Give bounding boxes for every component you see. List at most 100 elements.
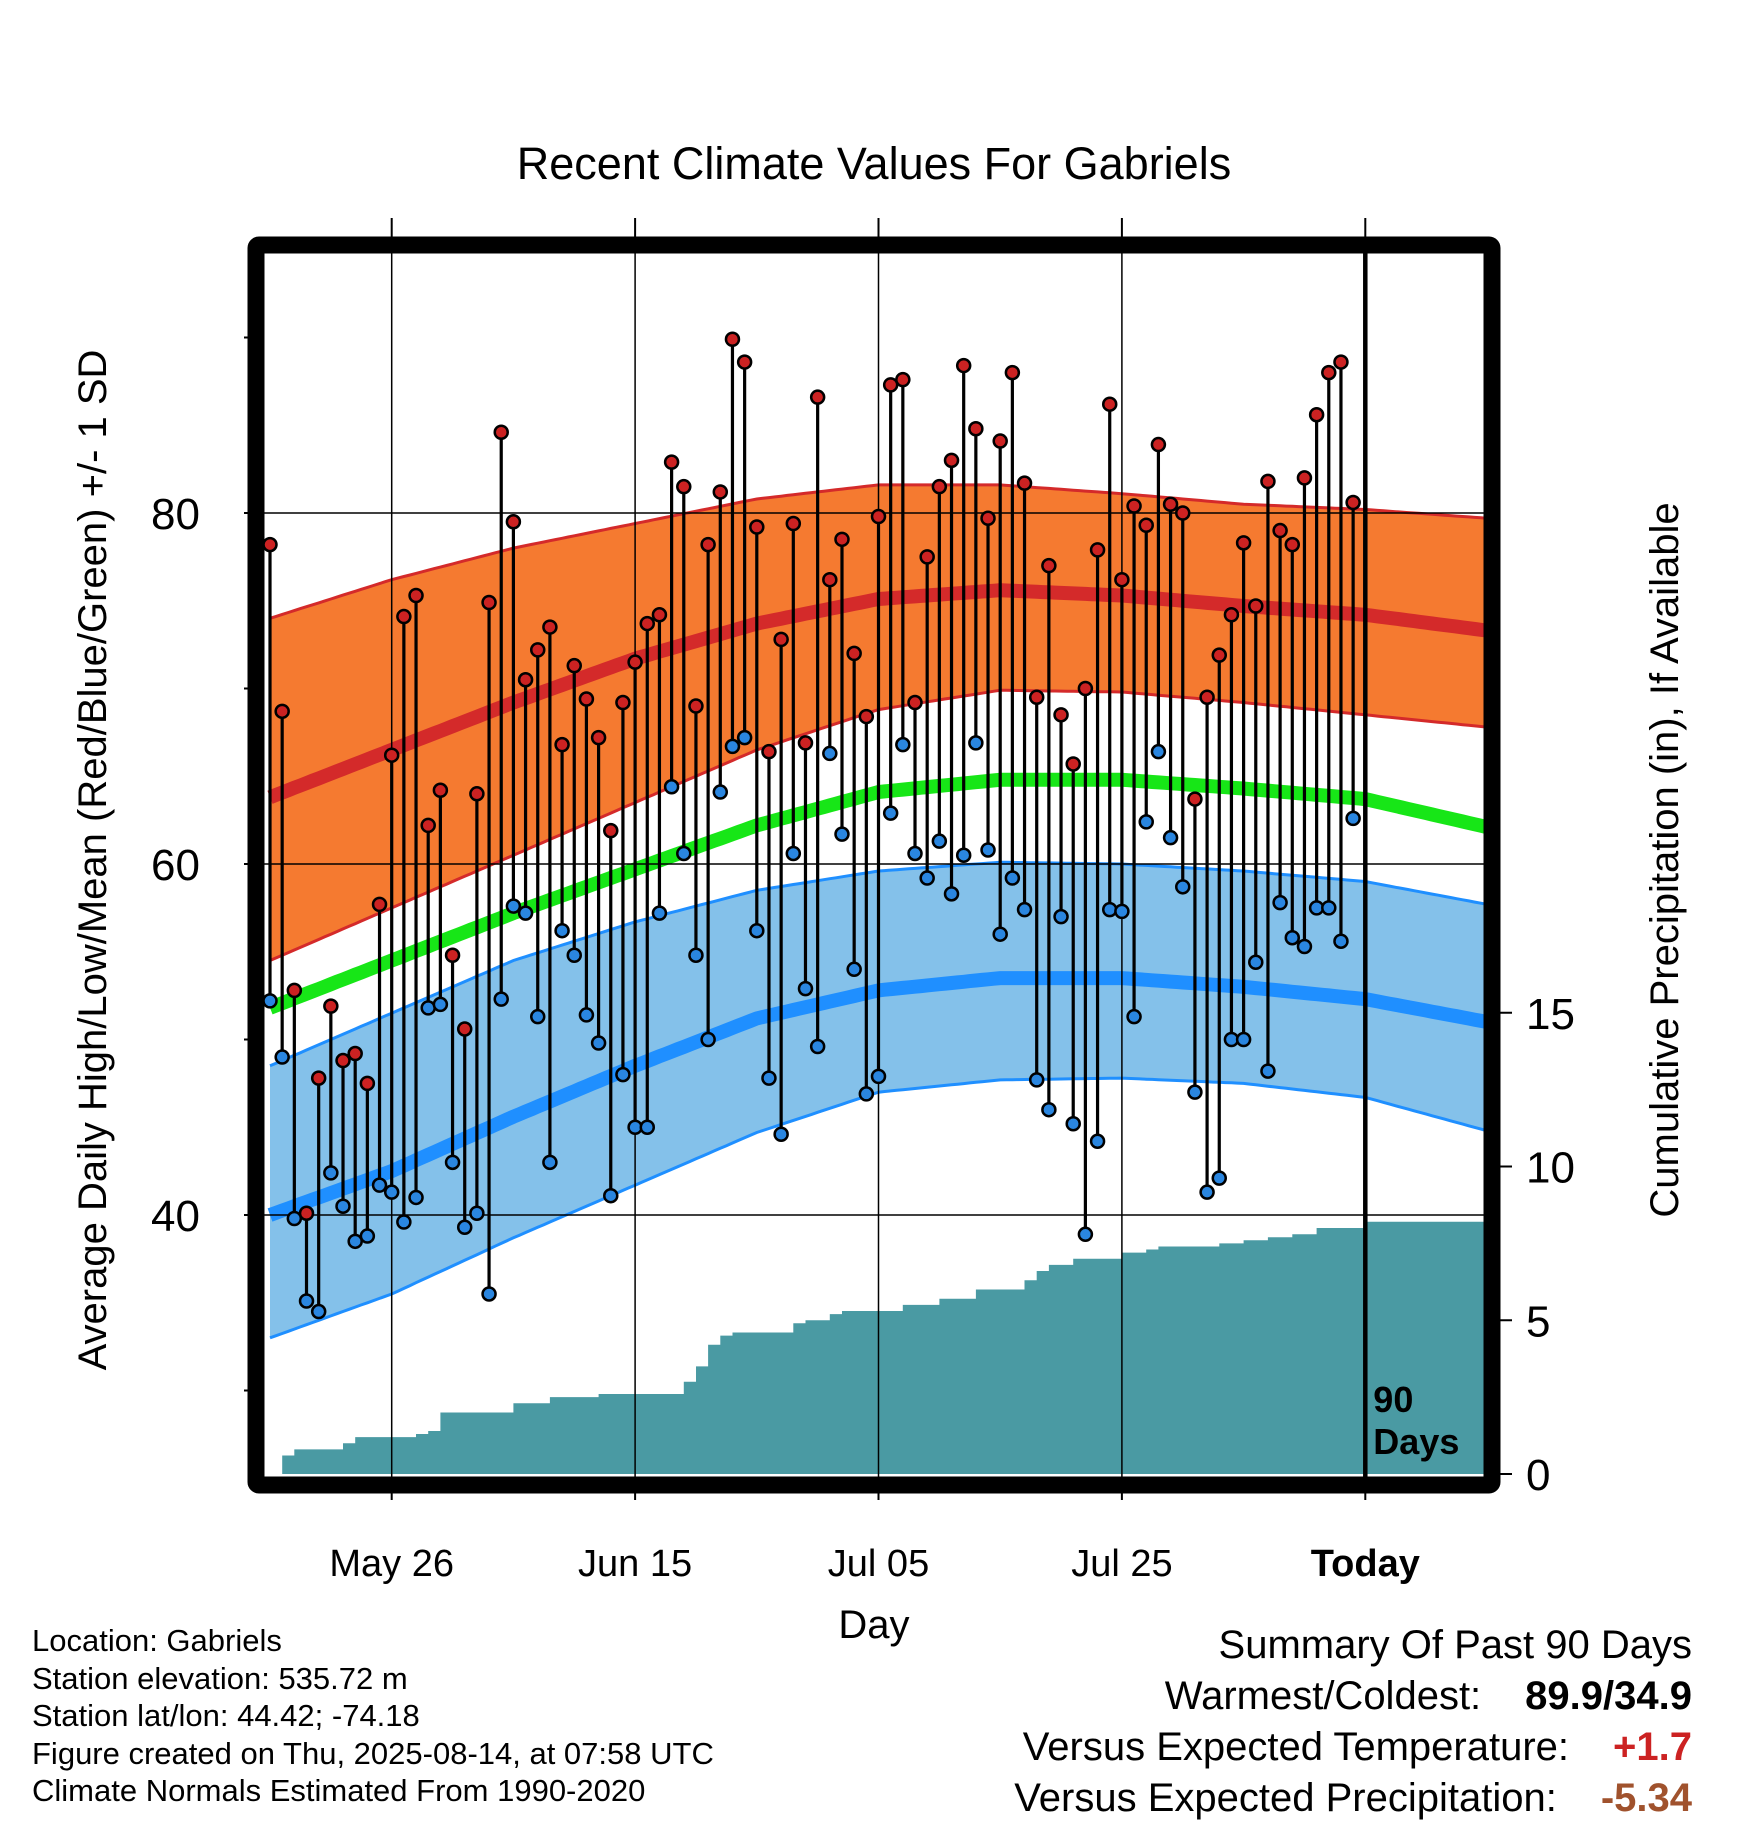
daily-low-point [688,947,704,964]
latlon-text: Station lat/lon: 44.42; -74.18 [32,1698,420,1733]
daily-low-point [590,1035,607,1051]
axes-layer: 40 60 80 May 26 Jun 15 Jul 05 Jul 25 Today 0 5 10 1… [151,218,1575,1585]
daily-high-point [1162,496,1179,512]
precip-label: Versus Expected Precipitation: [1014,1776,1557,1820]
daily-high-point [590,729,607,746]
daily-low-point [700,1031,716,1048]
daily-high-point [420,817,436,834]
daily-high-point [1333,354,1349,370]
daily-low-point [481,1286,497,1302]
daily-low-point [1004,870,1021,886]
daily-high-point [1041,557,1057,574]
daily-low-point [1272,894,1288,911]
daily-high-point [1345,494,1361,511]
daily-high-point [603,822,619,839]
daily-low-point [615,1066,631,1083]
daily-low-point [809,1038,826,1055]
daily-low-point [1345,810,1361,827]
daily-low-point [676,845,692,862]
daily-high-point [493,424,509,441]
daily-low-point [773,1126,789,1143]
daily-low-point [1065,1115,1081,1132]
daily-low-point [505,898,522,914]
daily-low-point [566,947,582,964]
daily-low-point [1101,901,1118,918]
daily-low-point [1199,1184,1215,1200]
today-days-label-line: Days [1373,1421,1459,1462]
daily-low-point [724,738,741,755]
daily-low-point [1126,1008,1142,1025]
chart-title: Recent Climate Values For Gabriels [517,138,1231,189]
warmest-value: 89.9/34.9 [1525,1674,1692,1718]
daily-high-point [347,1045,363,1062]
station-info: Location: Gabriels Station elevation: 53… [32,1622,714,1810]
daily-high-point [955,357,972,374]
daily-low-point [1028,1072,1045,1088]
warmest-label: Warmest/Coldest: [1164,1674,1482,1718]
daily-high-point [907,694,923,711]
daily-low-point [907,845,923,862]
daily-high-point [1308,406,1325,423]
daily-high-point [663,454,680,470]
daily-high-point [1114,571,1130,588]
frame-layer [247,236,1501,1494]
daily-low-point [578,1007,595,1023]
summary-precip-row: Versus Expected Precipitation: -5.34 [1014,1773,1692,1824]
created-text: Figure created on Thu, 2025-08-14, at 07… [32,1735,714,1771]
daily-high-point [688,698,704,714]
daily-low-point [882,805,899,821]
daily-low-point [1296,938,1313,955]
daily-low-point [919,870,935,886]
daily-data-layer: 90 Days [262,244,1459,1479]
daily-low-point [554,922,570,939]
daily-high-point [822,571,838,588]
daily-high-point [274,703,290,720]
y2-axis-label: Cumulative Precipitation (in), If Availa… [1643,502,1687,1217]
daily-high-point [931,478,948,495]
daily-low-point [651,905,668,921]
daily-high-point [1284,536,1301,553]
daily-high-point [834,531,850,548]
daily-high-point [298,1205,315,1221]
daily-high-point [968,421,984,437]
daily-high-point [310,1070,327,1086]
daily-high-point [542,619,558,635]
daily-high-point [432,782,449,799]
daily-high-point [505,514,522,530]
daily-low-point [931,833,948,849]
y2-tick-label: 15 [1526,990,1575,1039]
daily-high-point [286,982,303,999]
daily-high-point [919,549,935,565]
daily-low-point [469,1205,485,1221]
daily-low-point [870,1068,887,1085]
daily-low-point [359,1228,376,1244]
daily-high-point [1199,689,1215,706]
daily-low-point [1260,1063,1276,1079]
daily-low-point [456,1219,473,1236]
daily-high-point [1077,680,1094,697]
daily-high-point [517,671,534,688]
today-days-label-line: 90 [1373,1379,1413,1420]
y-axis-label: Average Daily High/Low/Mean (Red/Blue/Gr… [71,350,115,1371]
daily-high-point [846,645,862,662]
daily-low-point [262,993,278,1009]
daily-high-point [736,354,753,370]
daily-high-point [700,536,716,553]
daily-low-point [822,745,838,762]
x-tick-label: Jun 15 [578,1543,692,1585]
daily-high-point [761,743,777,760]
daily-low-point [968,735,984,751]
today-days-label: 90 Days [1373,1379,1459,1462]
daily-high-point [858,708,875,725]
summary-temp-row: Versus Expected Temperature: +1.7 [1014,1722,1692,1773]
daily-low-point [858,1086,875,1102]
daily-low-point [980,842,996,858]
temp-label: Versus Expected Temperature: [1022,1725,1570,1769]
y-tick-label: 40 [151,1192,200,1241]
daily-low-point [761,1070,777,1086]
daily-high-point [1296,470,1313,486]
daily-high-point [578,691,595,707]
daily-high-point [1004,364,1021,381]
daily-low-point [834,826,850,842]
